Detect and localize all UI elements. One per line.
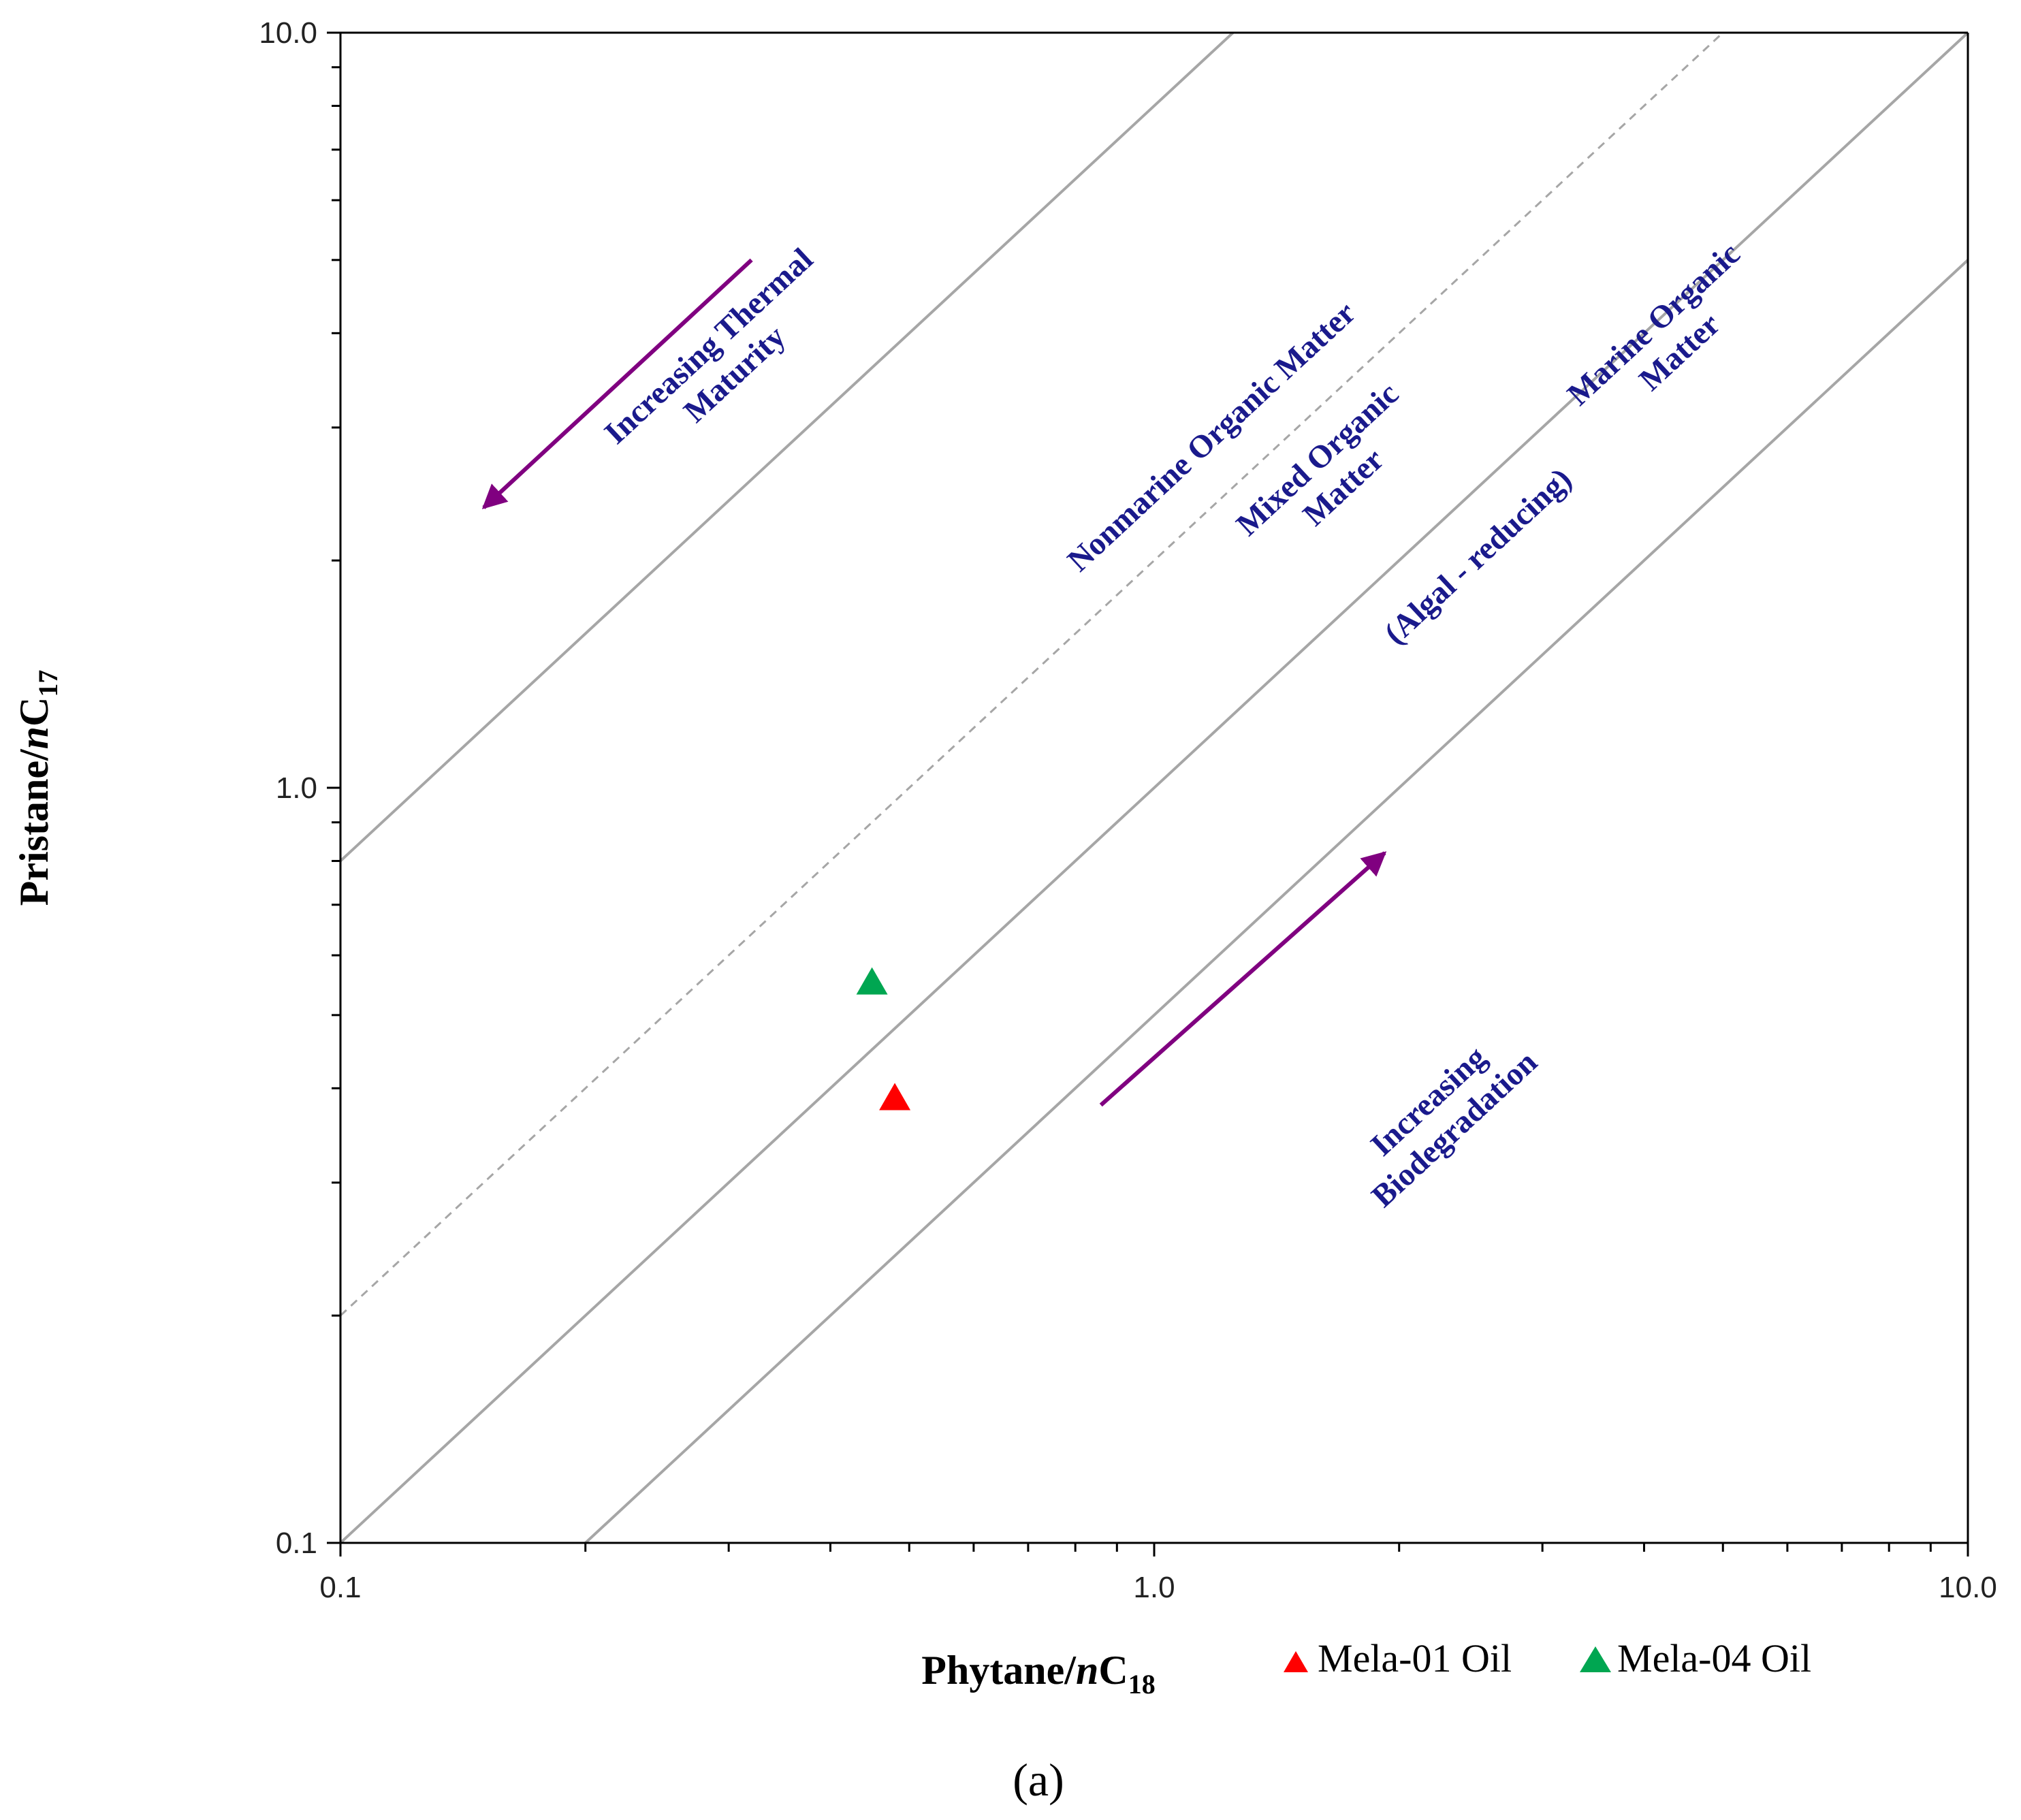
marine-lower-boundary [583,259,1968,1543]
marine-label: Marine OrganicMatter [1561,236,1773,441]
x-tick-label: 0.1 [319,1571,361,1604]
mixed-dashed-boundary [340,33,1725,1317]
data-points [856,967,911,1111]
algal-label: (Algal - reducing) [1378,461,1578,651]
thermal-maturity-label: Increasing ThermalMaturity [598,242,846,479]
y-tick-label: 0.1 [276,1527,317,1560]
boundary-lines [340,33,1968,1543]
x-tick-label: 10.0 [1939,1571,1997,1604]
y-tick-label: 1.0 [276,771,317,805]
biodegradation-arrow [1099,851,1387,1107]
y-tick-label: 10.0 [259,16,317,50]
legend-marker-mela-01 [1284,1651,1308,1672]
y-axis-label: Pristane/nC17 [12,670,63,906]
biodegradation-label: IncreasingBiodegradation [1339,1017,1544,1215]
legend-label-mela-01: Mela-01 Oil [1318,1636,1512,1680]
region-annotations: Increasing ThermalMaturity Nonmarine Orga… [598,236,1773,1215]
legend-marker-mela-04 [1580,1646,1611,1672]
axes: 0.1 1.0 10.0 0.1 1.0 10.0 [259,16,1996,1604]
data-point-mela-04-oil [856,967,888,995]
figure-caption: (a) [1013,1754,1064,1806]
trend-arrows [481,258,1387,1107]
legend: Mela-01 Oil Mela-04 Oil [1284,1636,1811,1680]
nonmarine-boundary [340,33,1235,862]
thermal-maturity-arrow [481,258,753,509]
data-point-mela-01-oil [879,1083,911,1111]
x-tick-label: 1.0 [1133,1571,1175,1604]
marine-upper-boundary [340,33,1968,1543]
x-axis-label: Phytane/nC18 [921,1648,1155,1699]
legend-label-mela-04: Mela-04 Oil [1617,1636,1811,1680]
